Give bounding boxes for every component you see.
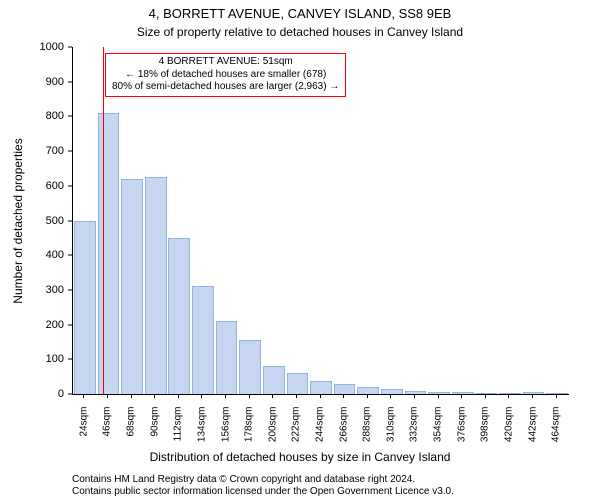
x-tick-label: 332sqm — [409, 407, 420, 457]
x-tick-mark — [556, 394, 557, 398]
x-tick-label: 288sqm — [362, 407, 373, 457]
x-tick-mark — [296, 394, 297, 398]
y-tick-mark — [68, 394, 72, 395]
x-tick-mark — [107, 394, 108, 398]
footer-line-1: Contains HM Land Registry data © Crown c… — [72, 474, 454, 486]
annotation-line-2: ← 18% of detached houses are smaller (67… — [112, 69, 339, 82]
footer-attribution: Contains HM Land Registry data © Crown c… — [72, 474, 454, 497]
x-tick-label: 112sqm — [173, 407, 184, 457]
x-tick-label: 200sqm — [267, 407, 278, 457]
y-tick-label: 100 — [0, 353, 64, 365]
y-tick-label: 0 — [0, 388, 64, 400]
x-tick-mark — [508, 394, 509, 398]
x-tick-label: 310sqm — [385, 407, 396, 457]
x-tick-mark — [414, 394, 415, 398]
x-tick-label: 222sqm — [291, 407, 302, 457]
histogram-bar — [428, 392, 450, 394]
plot-area — [72, 47, 569, 395]
y-tick-mark — [68, 185, 72, 186]
histogram-bar — [121, 179, 143, 394]
y-tick-label: 200 — [0, 319, 64, 331]
y-tick-mark — [68, 289, 72, 290]
y-tick-label: 400 — [0, 249, 64, 261]
x-tick-label: 90sqm — [149, 407, 160, 457]
histogram-bar — [239, 340, 261, 394]
chart-container: 4, BORRETT AVENUE, CANVEY ISLAND, SS8 9E… — [0, 0, 600, 500]
y-tick-mark — [68, 47, 72, 48]
x-tick-label: 464sqm — [551, 407, 562, 457]
chart-title-main: 4, BORRETT AVENUE, CANVEY ISLAND, SS8 9E… — [0, 6, 600, 21]
x-tick-mark — [461, 394, 462, 398]
histogram-bar — [334, 384, 356, 394]
y-tick-mark — [68, 255, 72, 256]
x-tick-label: 398sqm — [480, 407, 491, 457]
x-tick-label: 68sqm — [126, 407, 137, 457]
histogram-bar — [405, 391, 427, 394]
histogram-bar — [357, 387, 379, 394]
histogram-bar — [192, 286, 214, 394]
x-tick-mark — [249, 394, 250, 398]
histogram-bar — [145, 177, 167, 394]
y-tick-mark — [68, 116, 72, 117]
annotation-line-3: 80% of semi-detached houses are larger (… — [112, 81, 339, 94]
histogram-bar — [287, 373, 309, 394]
y-tick-label: 700 — [0, 145, 64, 157]
y-tick-label: 500 — [0, 215, 64, 227]
x-tick-label: 134sqm — [196, 407, 207, 457]
x-tick-mark — [438, 394, 439, 398]
x-tick-label: 244sqm — [315, 407, 326, 457]
subject-marker-line — [103, 47, 104, 394]
histogram-bar — [546, 393, 568, 394]
x-tick-mark — [154, 394, 155, 398]
histogram-bar — [74, 221, 96, 395]
x-tick-mark — [485, 394, 486, 398]
histogram-bar — [523, 392, 545, 394]
x-tick-mark — [201, 394, 202, 398]
x-tick-mark — [343, 394, 344, 398]
x-tick-label: 24sqm — [78, 407, 89, 457]
y-tick-label: 300 — [0, 284, 64, 296]
y-tick-label: 800 — [0, 110, 64, 122]
annotation-line-1: 4 BORRETT AVENUE: 51sqm — [112, 56, 339, 69]
x-tick-label: 156sqm — [220, 407, 231, 457]
x-tick-mark — [320, 394, 321, 398]
y-tick-label: 600 — [0, 180, 64, 192]
y-tick-mark — [68, 359, 72, 360]
histogram-bar — [263, 366, 285, 394]
x-tick-mark — [367, 394, 368, 398]
y-tick-label: 900 — [0, 76, 64, 88]
x-tick-label: 354sqm — [433, 407, 444, 457]
y-tick-label: 1000 — [0, 41, 64, 53]
x-tick-mark — [532, 394, 533, 398]
histogram-bar — [98, 113, 120, 394]
histogram-bar — [168, 238, 190, 394]
annotation-box: 4 BORRETT AVENUE: 51sqm ← 18% of detache… — [105, 53, 346, 97]
x-tick-mark — [178, 394, 179, 398]
histogram-bar — [310, 381, 332, 394]
x-tick-mark — [83, 394, 84, 398]
histogram-bar — [452, 392, 474, 394]
histogram-bar — [381, 389, 403, 394]
histogram-bar — [475, 393, 497, 394]
x-tick-mark — [390, 394, 391, 398]
x-tick-label: 376sqm — [456, 407, 467, 457]
x-tick-mark — [272, 394, 273, 398]
histogram-bar — [216, 321, 238, 394]
x-tick-label: 266sqm — [338, 407, 349, 457]
x-tick-label: 178sqm — [244, 407, 255, 457]
x-tick-mark — [225, 394, 226, 398]
footer-line-2: Contains public sector information licen… — [72, 486, 454, 498]
y-tick-mark — [68, 324, 72, 325]
histogram-bar — [499, 393, 521, 394]
x-tick-mark — [131, 394, 132, 398]
x-tick-label: 46sqm — [102, 407, 113, 457]
y-tick-mark — [68, 151, 72, 152]
chart-title-sub: Size of property relative to detached ho… — [0, 25, 600, 39]
x-tick-label: 420sqm — [503, 407, 514, 457]
y-tick-mark — [68, 220, 72, 221]
x-tick-label: 442sqm — [527, 407, 538, 457]
y-tick-mark — [68, 81, 72, 82]
